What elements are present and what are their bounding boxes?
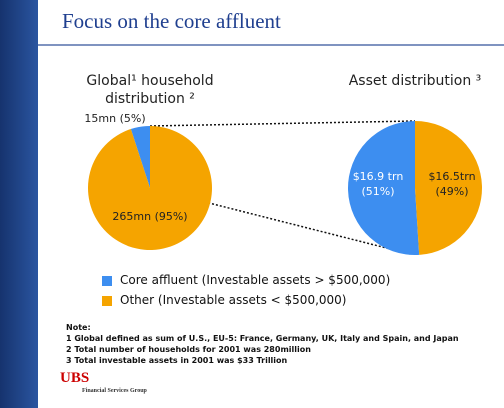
data-label: $16.9 trn (51%) <box>352 170 404 198</box>
note-heading: Note: <box>66 323 91 332</box>
pie-slice <box>88 126 213 251</box>
note-item: 2 Total number of households for 2001 wa… <box>66 345 311 354</box>
pie-slice <box>415 121 482 255</box>
legend-label: Other (Investable assets < $500,000) <box>120 293 347 307</box>
connector <box>149 120 416 127</box>
pie-slice <box>130 126 150 188</box>
side-stripe <box>0 0 38 408</box>
legend-label: Core affluent (Investable assets > $500,… <box>120 273 391 287</box>
slide-title: Focus on the core affluent <box>62 9 281 33</box>
pie-slice <box>347 121 420 255</box>
chart-title: Asset distribution ³ <box>348 73 482 89</box>
logo-name: UBS <box>60 370 90 386</box>
note-item: 3 Total investable assets in 2001 was $3… <box>66 356 288 365</box>
chart-title: Global¹ household distribution ² <box>86 73 214 107</box>
data-label: $16.5trn (49%) <box>428 170 476 198</box>
logo-subtitle: Financial Services Group <box>82 388 147 394</box>
legend-swatch <box>102 296 112 306</box>
data-label: 265mn (95%) <box>112 210 188 223</box>
data-label: 15mn (5%) <box>84 112 146 125</box>
legend-swatch <box>102 276 112 286</box>
title-rule <box>38 44 504 46</box>
note-item: 1 Global defined as sum of U.S., EU-5: F… <box>66 334 459 343</box>
